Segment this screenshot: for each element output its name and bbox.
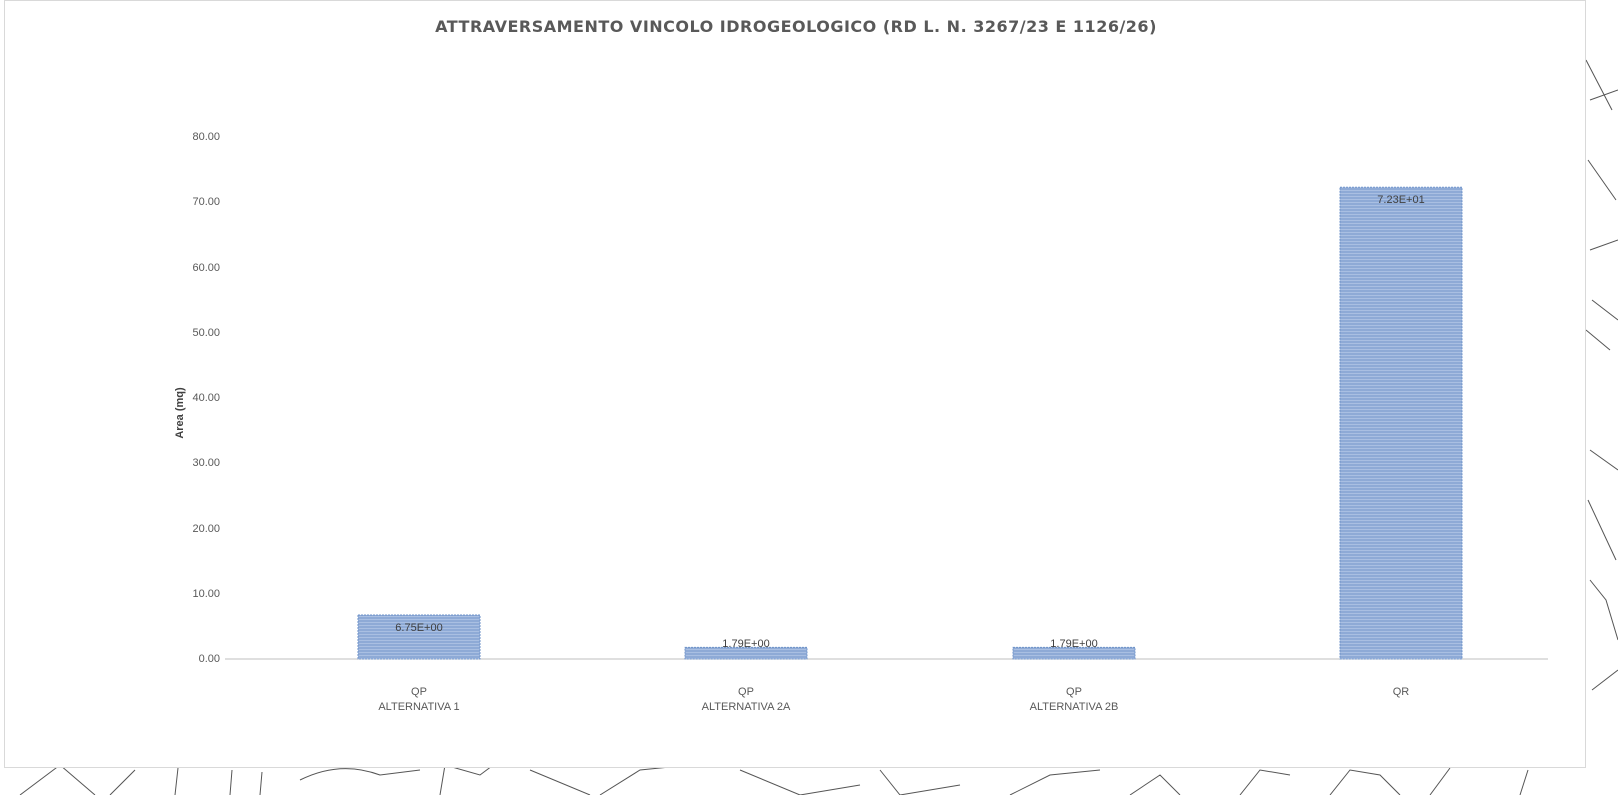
x-category-line: ALTERNATIVA 2A: [701, 701, 791, 713]
data-label-4: 7.23E+01: [1377, 194, 1425, 207]
chart-title: ATTRAVERSAMENTO VINCOLO IDROGEOLOGICO (R…: [435, 17, 1157, 36]
x-category-label-3: QP ALTERNATIVA 2B: [964, 685, 1184, 715]
y-tick-label: 50.00: [192, 326, 220, 339]
x-category-line: ALTERNATIVA 1: [378, 701, 460, 713]
chart-plot-area: [225, 186, 1548, 660]
bar-2: [684, 646, 808, 660]
x-category-line: QP: [411, 686, 427, 698]
x-category-line: QP: [738, 686, 754, 698]
x-category-line: ALTERNATIVA 2B: [1029, 701, 1119, 713]
y-tick-label: 40.00: [192, 392, 220, 404]
y-tick-label: 20.00: [192, 522, 220, 535]
x-category-line: QP: [1066, 686, 1082, 698]
bar-3: [1012, 646, 1136, 660]
x-category-label-1: QP ALTERNATIVA 1: [309, 685, 529, 715]
data-label-2: 1.79E+00: [722, 638, 770, 651]
y-tick-label: 0.00: [198, 653, 220, 665]
y-tick-label: 10.00: [192, 587, 220, 600]
bar-1: [357, 614, 481, 660]
x-category-line: QR: [1392, 686, 1410, 698]
data-label-3: 1.79E+00: [1050, 638, 1098, 651]
bar-4: [1339, 186, 1463, 660]
y-tick-label: 60.00: [192, 261, 220, 274]
data-label-1: 6.75E+00: [395, 621, 443, 634]
y-tick-label: 70.00: [192, 196, 220, 209]
y-tick-label: 80.00: [192, 131, 220, 143]
x-category-label-4: QR: [1291, 685, 1511, 700]
chart-panel: ATTRAVERSAMENTO VINCOLO IDROGEOLOGICO (R…: [4, 0, 1586, 768]
x-category-label-2: QP ALTERNATIVA 2A: [636, 685, 856, 715]
y-tick-label: 30.00: [192, 457, 220, 470]
